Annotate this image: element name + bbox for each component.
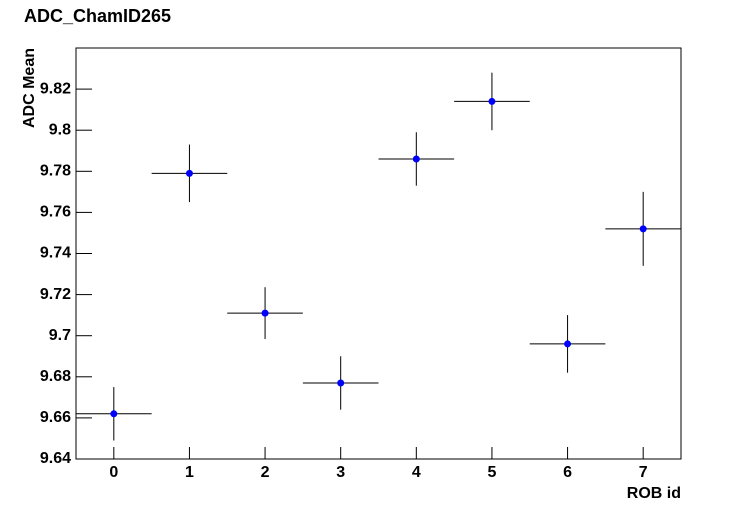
y-axis-label: ADC Mean bbox=[21, 48, 38, 128]
x-tick-label: 5 bbox=[487, 464, 496, 481]
y-tick-label: 9.68 bbox=[40, 368, 71, 385]
chart-title: ADC_ChamID265 bbox=[24, 6, 171, 26]
y-tick-label: 9.82 bbox=[40, 80, 71, 97]
y-tick-label: 9.78 bbox=[40, 163, 71, 180]
y-tick-label: 9.8 bbox=[49, 121, 71, 138]
x-tick-label: 7 bbox=[639, 464, 648, 481]
x-axis-label: ROB id bbox=[627, 485, 681, 502]
y-tick-label: 9.7 bbox=[49, 327, 71, 344]
y-tick-label: 9.74 bbox=[40, 245, 71, 262]
data-point bbox=[564, 340, 572, 348]
x-tick-label: 4 bbox=[412, 464, 421, 481]
x-tick-label: 3 bbox=[336, 464, 345, 481]
data-point bbox=[412, 155, 420, 163]
x-tick-label: 6 bbox=[563, 464, 572, 481]
data-point bbox=[639, 225, 647, 233]
y-tick-label: 9.64 bbox=[40, 450, 71, 467]
data-point bbox=[488, 97, 496, 105]
x-tick-label: 2 bbox=[261, 464, 270, 481]
y-tick-label: 9.76 bbox=[40, 204, 71, 221]
data-point bbox=[110, 410, 118, 418]
data-point bbox=[185, 169, 193, 177]
x-tick-label: 1 bbox=[185, 464, 194, 481]
y-tick-label: 9.72 bbox=[40, 286, 71, 303]
data-point bbox=[337, 379, 345, 387]
x-tick-label: 0 bbox=[109, 464, 118, 481]
y-tick-label: 9.66 bbox=[40, 409, 71, 426]
data-point bbox=[261, 309, 269, 317]
